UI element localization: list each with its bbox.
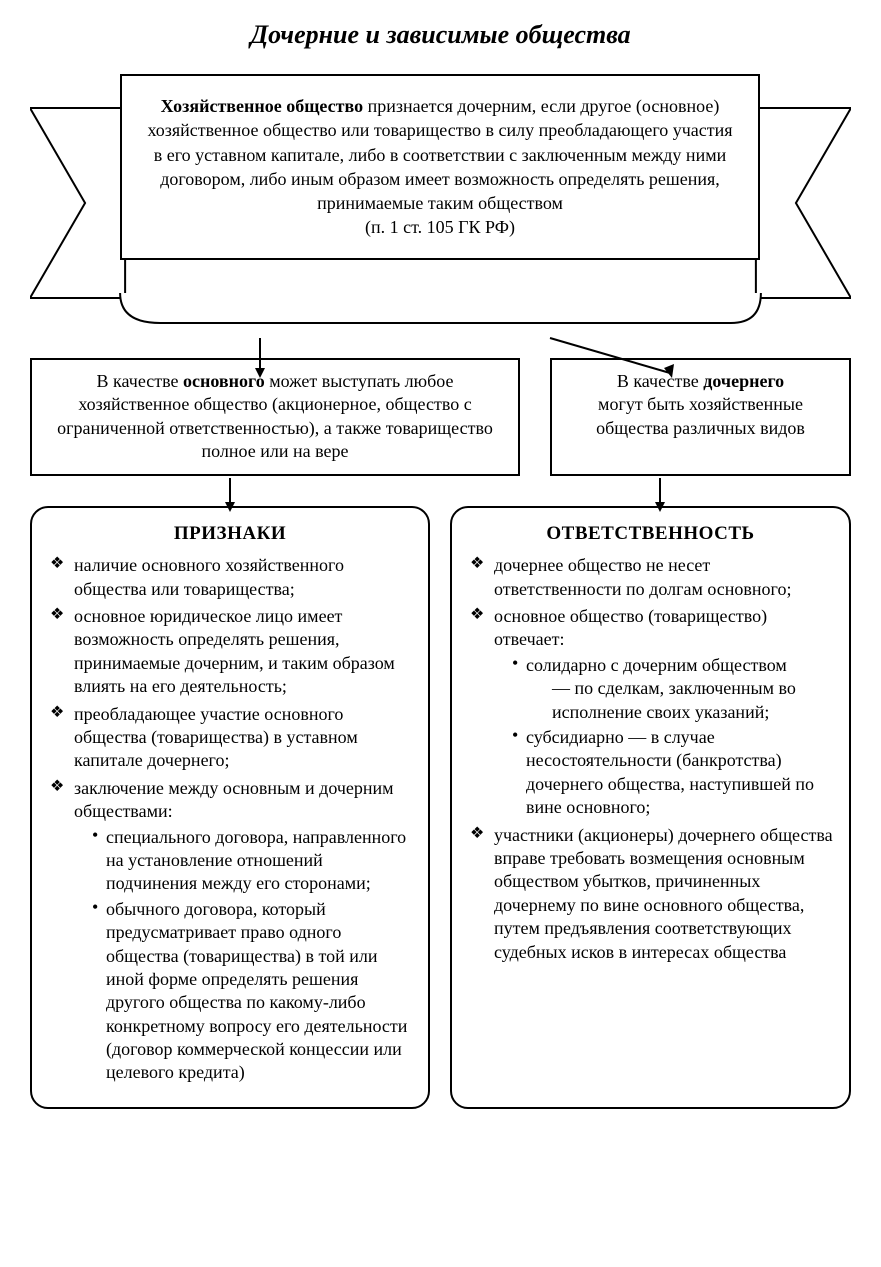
- panel-priznaki: ПРИЗНАКИ наличие основного хозяйственног…: [30, 506, 430, 1109]
- connector-mid-to-panels: [30, 478, 850, 518]
- otvetstvennost-sublist: солидарно с дочерним обществом — по сдел…: [508, 654, 833, 820]
- list-item: специального договора, направленного на …: [88, 826, 412, 896]
- list-item-text: заключение между основным и дочерним общ…: [74, 778, 394, 821]
- definition-lead: Хозяйственное общество: [161, 96, 363, 116]
- list-item: основное юридическое лицо имеет возможно…: [48, 605, 412, 699]
- panel-otvetstvennost-heading: ОТВЕТСТВЕННОСТЬ: [468, 522, 833, 547]
- list-item: основное общество (товарищество) отвечае…: [468, 605, 833, 820]
- priznaki-sublist: специального договора, направленного на …: [88, 826, 412, 1085]
- list-item-text: основное общество (товарищество) отвечае…: [494, 606, 767, 649]
- connector-banner-to-mid: [30, 338, 850, 388]
- dash-clause: — по сделкам, заключенным во исполнение …: [526, 677, 833, 724]
- list-item: обычного договора, который предусматрива…: [88, 898, 412, 1085]
- list-item-text: солидарно с дочерним обществом: [526, 655, 787, 675]
- list-item: участники (акционеры) дочернего общества…: [468, 824, 833, 964]
- list-item: преобладающее участие основного общества…: [48, 703, 412, 773]
- list-item: субсидиарно — в случае несостоятельности…: [508, 726, 833, 820]
- list-item: дочернее общество не несет ответственнос…: [468, 554, 833, 601]
- list-item: наличие основного хозяйственного обществ…: [48, 554, 412, 601]
- definition-banner: Хозяйственное общество признается дочерн…: [30, 68, 851, 348]
- panel-priznaki-heading: ПРИЗНАКИ: [48, 522, 412, 547]
- definition-box: Хозяйственное общество признается дочерн…: [120, 74, 760, 260]
- panel-otvetstvennost: ОТВЕТСТВЕННОСТЬ дочернее общество не нес…: [450, 506, 851, 1109]
- list-item: заключение между основным и дочерним общ…: [48, 777, 412, 1085]
- priznaki-list: наличие основного хозяйственного обществ…: [48, 554, 412, 1085]
- otvetstvennost-list: дочернее общество не несет ответственнос…: [468, 554, 833, 964]
- mid-right-rest: могут быть хозяйственные общества различ…: [596, 394, 805, 437]
- list-item: солидарно с дочерним обществом — по сдел…: [508, 654, 833, 724]
- definition-cite: (п. 1 ст. 105 ГК РФ): [365, 217, 515, 237]
- page-title: Дочерние и зависимые общества: [30, 20, 851, 50]
- panels-row: ПРИЗНАКИ наличие основного хозяйственног…: [30, 506, 851, 1109]
